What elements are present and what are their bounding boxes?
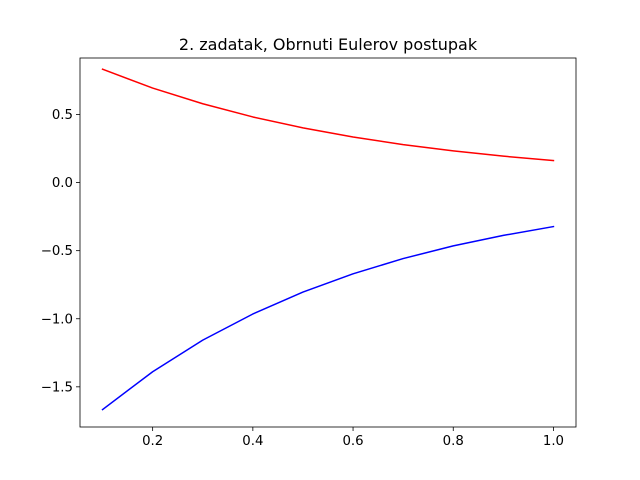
x-tick-label: 0.2 bbox=[142, 434, 163, 449]
plot-area bbox=[101, 68, 555, 411]
y-tick-label: −1.0 bbox=[41, 312, 73, 327]
y-tick-label: 0.5 bbox=[52, 108, 73, 123]
x-tick-label: 0.8 bbox=[443, 434, 464, 449]
axes: 0.2 0.4 0.6 0.8 1.0 −1.5 −1.0 −0.5 0.0 0.5 bbox=[41, 108, 564, 449]
series-line-1 bbox=[101, 68, 555, 162]
x-tick-label: 0.6 bbox=[342, 434, 363, 449]
x-tick-label: 0.4 bbox=[242, 434, 263, 449]
y-tick-label: 0.0 bbox=[52, 176, 73, 191]
x-tick-label: 1.0 bbox=[543, 434, 564, 449]
axes-frame bbox=[79, 57, 577, 428]
series-line-2 bbox=[101, 225, 555, 411]
y-tick-label: −0.5 bbox=[41, 244, 73, 259]
y-tick-label: −1.5 bbox=[41, 380, 73, 395]
chart-title: 2. zadatak, Obrnuti Eulerov postupak bbox=[179, 35, 478, 54]
